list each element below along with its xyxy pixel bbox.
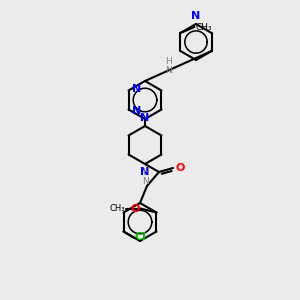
Text: CH₃: CH₃ <box>110 204 125 213</box>
Text: N: N <box>140 167 150 177</box>
Text: O: O <box>130 203 140 214</box>
Text: H
N: H N <box>166 57 172 75</box>
Text: Cl: Cl <box>134 232 146 242</box>
Text: CH₃: CH₃ <box>195 22 212 32</box>
Text: N: N <box>131 106 141 116</box>
Text: N: N <box>131 85 141 94</box>
Text: H
N: H N <box>142 168 149 186</box>
Text: N: N <box>191 11 201 21</box>
Text: O: O <box>175 163 184 173</box>
Text: N: N <box>140 113 150 123</box>
